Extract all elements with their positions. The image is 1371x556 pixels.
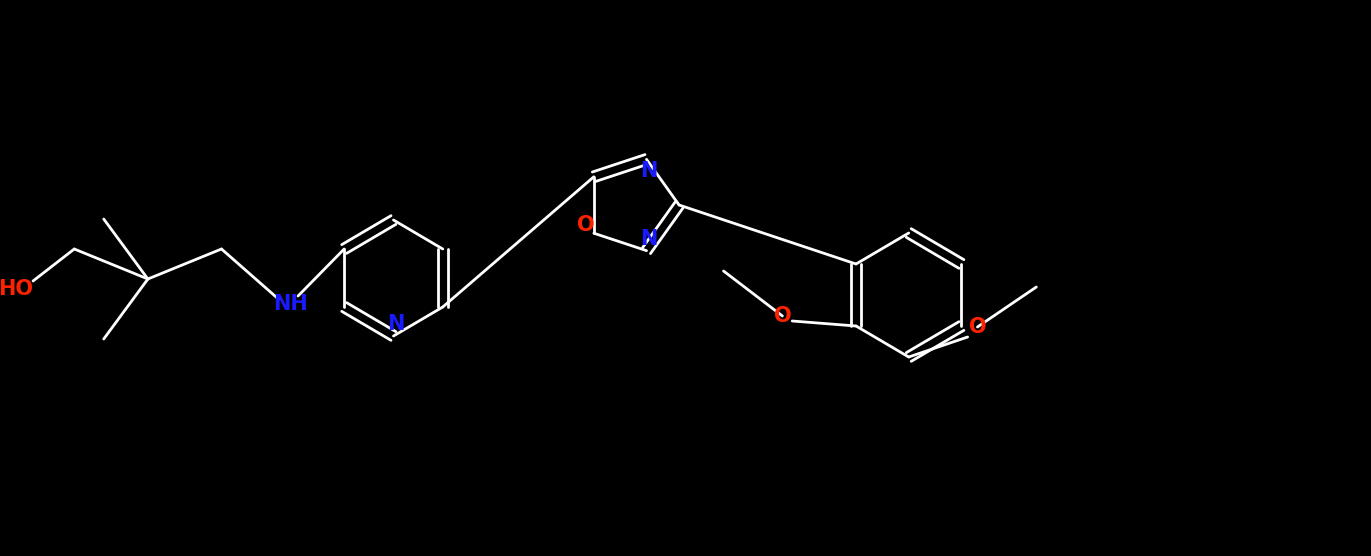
Text: N: N: [640, 229, 657, 249]
Text: O: O: [773, 306, 791, 326]
Text: HO: HO: [0, 279, 33, 299]
Text: NH: NH: [273, 294, 307, 314]
Text: N: N: [387, 314, 404, 334]
Text: N: N: [640, 161, 657, 181]
Text: O: O: [577, 215, 595, 235]
Text: O: O: [969, 317, 986, 337]
